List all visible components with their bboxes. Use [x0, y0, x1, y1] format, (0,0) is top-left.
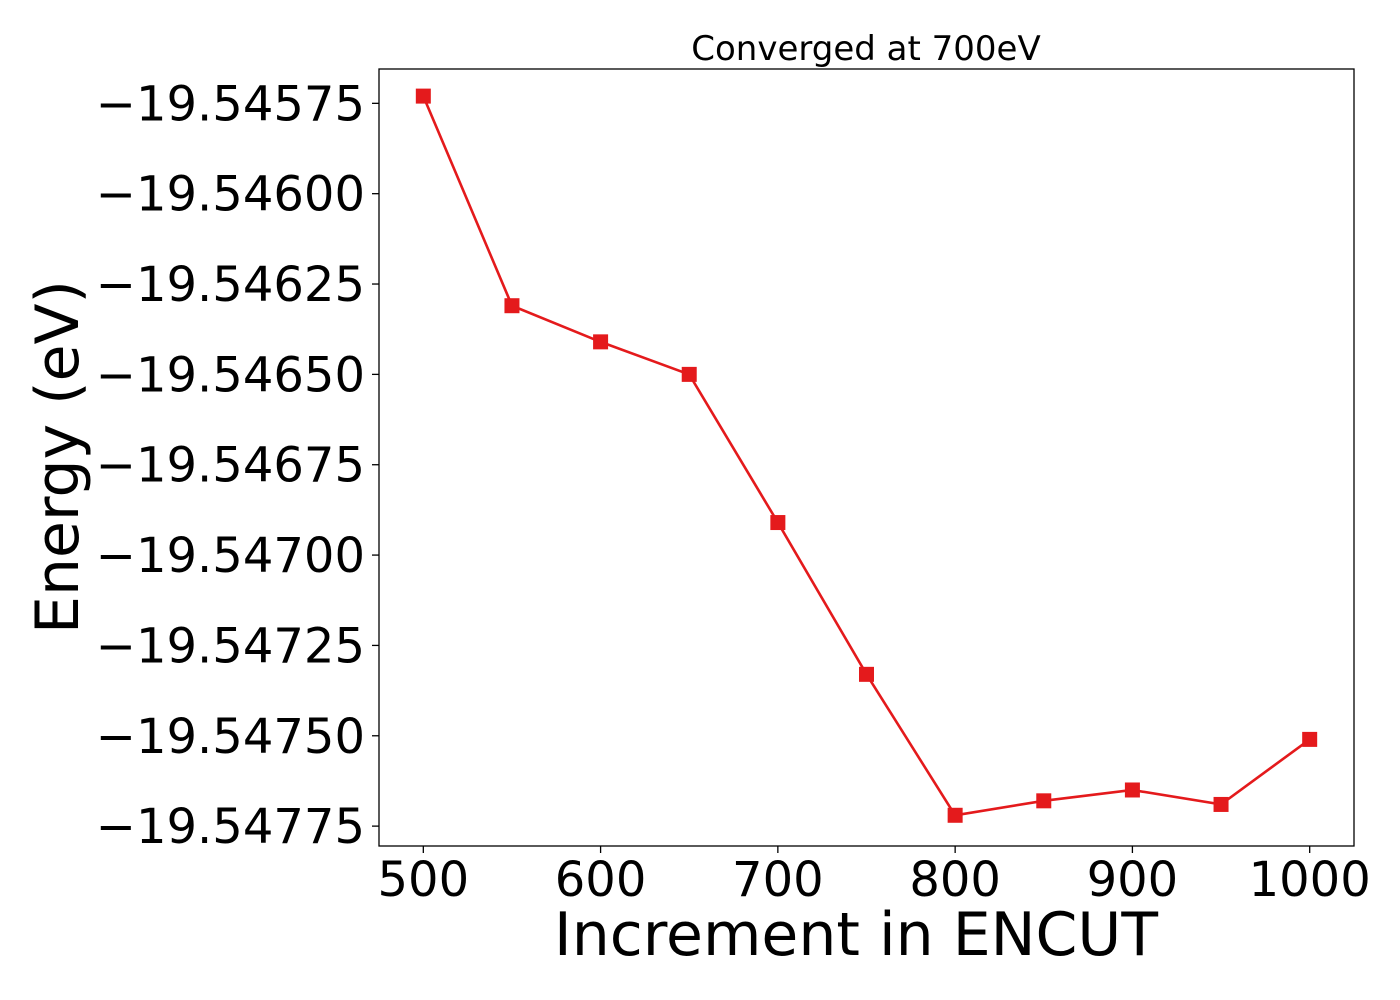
- data-point-marker: [1036, 793, 1052, 809]
- x-tick-label: 1000: [1249, 852, 1371, 908]
- y-tick-label: −19.54700: [96, 528, 365, 584]
- y-axis: −19.54575 −19.54600 −19.54625 −19.54650 −19.…: [96, 76, 379, 855]
- data-point-marker: [1124, 782, 1140, 798]
- x-tick-label: 500: [378, 852, 470, 908]
- x-axis-title: Increment in ENCUT: [554, 900, 1158, 970]
- plot-frame: [378, 68, 1355, 847]
- data-point-marker: [770, 515, 786, 531]
- y-tick-label: −19.54650: [96, 347, 365, 403]
- y-axis-title: Energy (eV): [23, 280, 93, 634]
- data-point-marker: [681, 366, 697, 382]
- x-tick-label: 700: [732, 852, 824, 908]
- x-tick-label: 600: [555, 852, 647, 908]
- y-tick-label: −19.54750: [96, 709, 365, 765]
- y-tick-label: −19.54675: [96, 438, 365, 494]
- y-tick-label: −19.54775: [96, 799, 365, 855]
- energy-series: [415, 88, 1318, 823]
- data-point-marker: [415, 88, 431, 104]
- chart-title: Converged at 700eV: [691, 29, 1040, 69]
- data-point-marker: [504, 298, 520, 314]
- y-tick-label: −19.54625: [96, 257, 365, 313]
- data-point-marker: [947, 807, 963, 823]
- y-tick-label: −19.54725: [96, 618, 365, 674]
- data-point-marker: [1213, 796, 1229, 812]
- x-tick-label: 800: [909, 852, 1001, 908]
- data-point-marker: [593, 334, 609, 350]
- data-point-marker: [859, 666, 874, 682]
- y-tick-label: −19.54575: [96, 76, 365, 132]
- series-line: [422, 95, 1311, 817]
- x-axis: 500 600 700 800 900 1000: [378, 846, 1371, 908]
- data-point-marker: [1302, 731, 1318, 747]
- x-tick-label: 900: [1087, 852, 1179, 908]
- y-tick-label: −19.54600: [96, 167, 365, 223]
